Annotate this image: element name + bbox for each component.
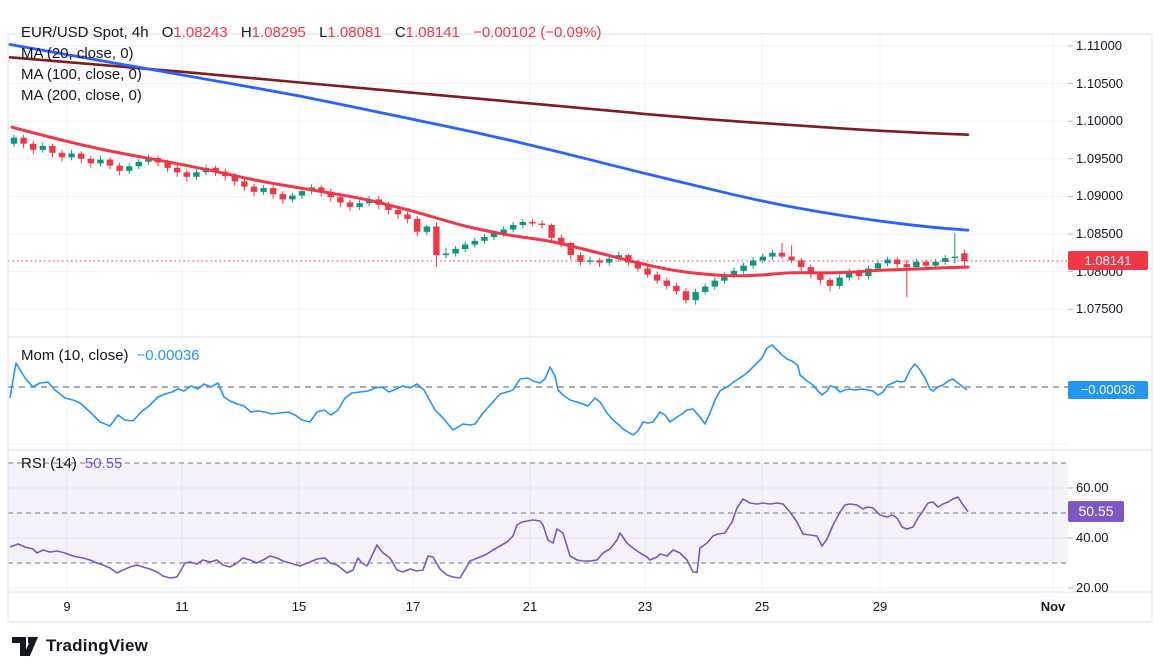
time-axis-label: 17 bbox=[405, 599, 421, 614]
ma100-legend[interactable]: MA (100, close, 0) bbox=[21, 64, 602, 85]
rsi-axis-label: 20.00 bbox=[1076, 580, 1109, 595]
rsi-legend[interactable]: RSI (14) 50.55 bbox=[21, 455, 122, 472]
ma200-line bbox=[8, 56, 970, 136]
momentum-badge: −0.00036 bbox=[1068, 381, 1148, 399]
low-label: L bbox=[319, 24, 328, 41]
price-axis-label: 1.07500 bbox=[1076, 301, 1123, 317]
time-axis-label: 11 bbox=[175, 599, 189, 614]
time-axis-label: Nov bbox=[1040, 599, 1066, 614]
rsi-pane bbox=[9, 496, 969, 579]
momentum-pane bbox=[8, 344, 1068, 436]
momentum-line bbox=[9, 344, 968, 436]
high-label: H bbox=[240, 24, 252, 41]
close-label: C bbox=[394, 24, 406, 41]
high-value: 1.08295 bbox=[251, 24, 306, 41]
time-axis-label: 9 bbox=[63, 599, 71, 614]
price-axis-label: 1.11000 bbox=[1076, 38, 1123, 53]
low-value: 1.08081 bbox=[327, 24, 382, 41]
price-axis-label: 1.09500 bbox=[1076, 150, 1123, 166]
price-axis-label: 1.10500 bbox=[1076, 75, 1123, 91]
ma200-label: MA (200, close, 0) bbox=[21, 87, 142, 104]
symbol-ohlc-row: EUR/USD Spot, 4h O1.08243 H1.08295 L1.08… bbox=[21, 22, 602, 43]
ma100-line bbox=[8, 43, 970, 232]
ma200-legend[interactable]: MA (200, close, 0) bbox=[21, 85, 602, 106]
ma20-line bbox=[10, 125, 970, 278]
rsi-band bbox=[8, 462, 1068, 564]
price-axis-label: 1.08500 bbox=[1076, 226, 1123, 241]
momentum-legend[interactable]: Mom (10, close) −0.00036 bbox=[21, 347, 200, 364]
change-value: −0.00102 (−0.09%) bbox=[473, 24, 602, 41]
chart-legend: EUR/USD Spot, 4h O1.08243 H1.08295 L1.08… bbox=[21, 22, 602, 106]
pane-borders bbox=[7, 33, 1153, 623]
ma20-legend[interactable]: MA (20, close, 0) bbox=[21, 43, 602, 64]
rsi-line bbox=[9, 496, 969, 579]
rsi-axis-label: 60.00 bbox=[1076, 480, 1109, 495]
rsi-label: RSI (14) bbox=[21, 455, 77, 472]
close-value: 1.08141 bbox=[405, 24, 460, 41]
time-axis-label: 25 bbox=[754, 599, 770, 614]
momentum-value: −0.00036 bbox=[136, 347, 200, 364]
grid-lines bbox=[8, 34, 1068, 592]
time-axis-label: 23 bbox=[637, 599, 653, 614]
tradingview-attribution[interactable]: TradingView bbox=[12, 636, 148, 656]
open-label: O bbox=[161, 24, 174, 41]
open-value: 1.08243 bbox=[173, 24, 228, 41]
symbol-title[interactable]: EUR/USD Spot, 4h bbox=[21, 24, 149, 41]
time-axis-label: 21 bbox=[522, 599, 538, 614]
time-axis-label: 15 bbox=[291, 599, 307, 614]
rsi-axis-label: 40.00 bbox=[1076, 530, 1109, 545]
axis-tick-marks bbox=[1068, 45, 1073, 589]
moving-averages bbox=[8, 43, 970, 278]
last-price-badge: 1.08141 bbox=[1068, 251, 1148, 271]
tradingview-brand-text: TradingView bbox=[46, 636, 149, 655]
rsi-badge: 50.55 bbox=[1068, 501, 1124, 523]
price-axis-label: 1.10000 bbox=[1076, 113, 1123, 129]
ma100-label: MA (100, close, 0) bbox=[21, 66, 142, 83]
time-axis-label: 29 bbox=[872, 599, 888, 614]
tradingview-logo-icon bbox=[12, 636, 38, 656]
rsi-value: 50.55 bbox=[84, 455, 123, 472]
price-axis-label: 1.09000 bbox=[1076, 188, 1123, 204]
ma20-label: MA (20, close, 0) bbox=[21, 45, 134, 62]
momentum-label: Mom (10, close) bbox=[21, 347, 129, 364]
